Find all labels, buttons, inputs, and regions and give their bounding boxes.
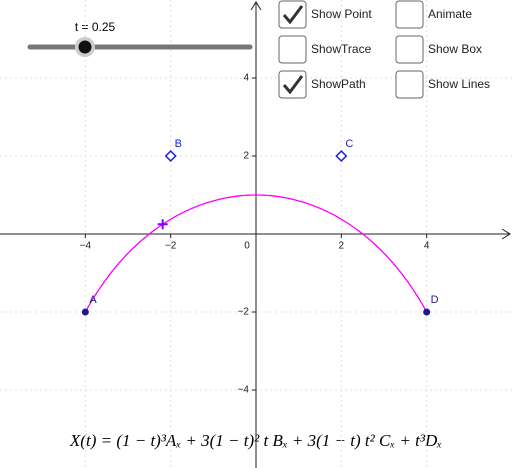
checkmark[interactable] [282,5,304,25]
x-axis-arrow [501,228,511,240]
control-point [335,149,348,163]
slider-knob[interactable] [78,40,92,54]
checkbox[interactable] [395,70,424,99]
checkmark[interactable] [282,75,304,95]
y-tick-label: 4 [243,73,249,84]
x-tick-label: 2 [339,241,345,252]
x-tick-label: −2 [165,241,177,252]
checkbox-label[interactable]: Show Lines [428,77,490,91]
point-label: D [431,294,439,306]
checkbox-label[interactable]: Show Box [428,42,482,56]
checkbox-label[interactable]: ShowTrace [311,42,372,56]
checkbox-label[interactable]: ShowPath [311,77,366,91]
checkbox[interactable] [278,70,307,99]
point-label: B [175,138,182,150]
checkbox[interactable] [395,35,424,64]
y-tick-label: −4 [238,385,250,396]
x-tick-label: 4 [424,241,430,252]
checkbox[interactable] [278,0,307,29]
point [423,308,431,316]
moving-point [157,219,168,230]
control-point [164,149,177,163]
x-tick-label: 0 [244,241,250,252]
x-tick-label: −4 [80,241,92,252]
y-tick-label: 2 [243,151,249,162]
checkbox[interactable] [395,0,424,29]
point-label: C [345,138,353,150]
point-label: A [89,294,97,306]
y-axis-arrow [250,1,262,11]
slider-label: t = 0.25 [75,20,116,34]
checkbox-label[interactable]: Animate [428,7,472,21]
point [81,308,89,316]
checkbox[interactable] [278,35,307,64]
checkbox-label[interactable]: Show Point [311,7,372,21]
y-tick-label: −2 [238,307,250,318]
bezier-curve [84,194,428,313]
